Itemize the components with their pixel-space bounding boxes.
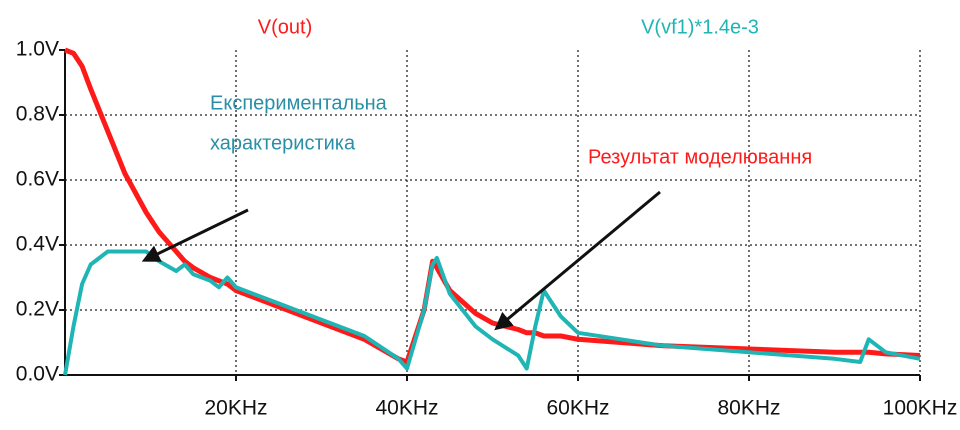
x-tick-label: 60KHz: [546, 397, 609, 420]
y-tick-label: 0.4V: [16, 233, 59, 256]
x-tick-label: 40KHz: [375, 397, 438, 420]
annotation: характеристика: [210, 132, 356, 154]
y-tick-label: 0.0V: [16, 363, 59, 386]
y-tick-label: 0.8V: [16, 103, 59, 126]
x-tick-label: 80KHz: [717, 397, 780, 420]
arrow: [141, 208, 249, 262]
series-line: [64, 47, 921, 365]
legend-entry: V(out): [258, 16, 312, 38]
legend-entry: V(vf1)*1.4e-3: [641, 16, 759, 38]
y-tick-label: 0.6V: [16, 168, 59, 191]
annotation: Експериментальна: [210, 92, 388, 114]
x-tick-label: 100KHz: [883, 397, 958, 420]
y-tick-label: 1.0V: [16, 38, 59, 61]
y-tick-label: 0.2V: [16, 298, 59, 321]
annotation: Результат моделювання: [588, 146, 812, 168]
arrow: [494, 190, 661, 331]
x-tick-label: 20KHz: [204, 397, 267, 420]
